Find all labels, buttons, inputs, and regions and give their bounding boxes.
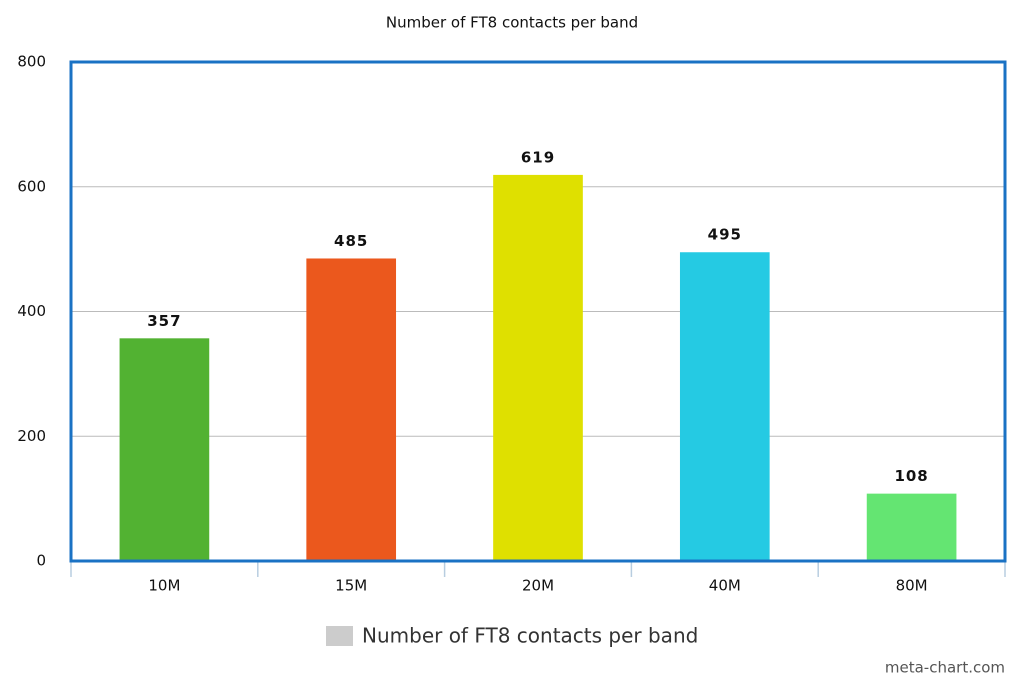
- chart-title: Number of FT8 contacts per band: [386, 14, 638, 32]
- credit: meta-chart.com: [885, 659, 1005, 677]
- plot-border: [69, 60, 1007, 563]
- y-tick-label: 800: [17, 53, 46, 71]
- x-tick-label: 20M: [522, 577, 554, 595]
- bar: [119, 338, 210, 561]
- bar: [306, 258, 397, 561]
- value-label: 495: [708, 226, 742, 244]
- bar: [493, 174, 583, 561]
- y-tick-label: 0: [36, 552, 46, 570]
- bar: [679, 252, 770, 561]
- value-label: 485: [334, 232, 368, 250]
- y-tick-label: 200: [17, 427, 46, 445]
- legend-swatch: [326, 626, 353, 646]
- bar: [866, 493, 957, 561]
- x-tick-label: 10M: [148, 577, 180, 595]
- legend-label: Number of FT8 contacts per band: [362, 624, 698, 648]
- value-label: 108: [894, 467, 928, 485]
- y-tick-label: 600: [17, 177, 46, 195]
- y-tick-label: 400: [17, 302, 46, 320]
- value-label: 619: [521, 148, 555, 166]
- x-tick-label: 80M: [896, 577, 928, 595]
- value-label: 357: [147, 312, 181, 330]
- x-tick-label: 40M: [709, 577, 741, 595]
- x-tick-label: 15M: [335, 577, 367, 595]
